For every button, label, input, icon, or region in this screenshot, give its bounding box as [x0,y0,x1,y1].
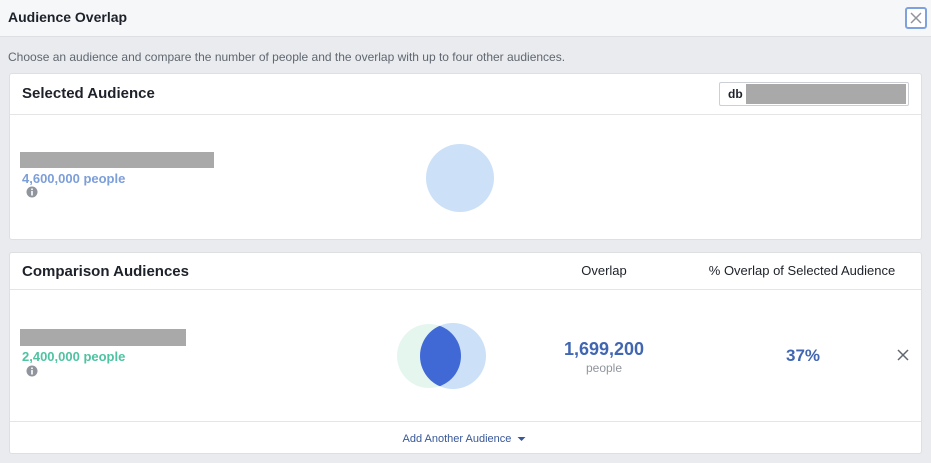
dropdown-arrow [517,437,526,442]
divider [10,421,921,422]
comparison-panel: Comparison Audiences Overlap % Overlap o… [9,252,922,454]
panel-title: Selected Audience [22,85,155,102]
close-button[interactable] [905,7,927,29]
column-header: % Overlap of Selected Audience [708,263,896,278]
overlap-count: 1,699,200 [563,339,645,359]
divider [10,114,921,115]
audience-size: 2,400,000 people [22,349,126,364]
redacted [20,152,214,168]
info-icon[interactable] [26,186,38,198]
description: Choose an audience and compare the numbe… [8,50,566,64]
search-text: db [728,87,743,101]
venn-diagram [397,323,486,389]
info-icon[interactable] [26,365,38,377]
add-audience-button[interactable]: Add Another Audience [403,433,526,445]
redacted [20,329,186,346]
overlap-unit: people [585,361,623,375]
panel-title: Comparison Audiences [22,263,189,280]
audience-circle [426,144,494,212]
column-header: Overlap [581,263,627,278]
audience-search[interactable]: db [719,82,909,106]
remove-button[interactable] [897,349,909,361]
dialog-title: Audience Overlap [8,9,128,25]
audience-size: 4,600,000 people [22,171,126,186]
redacted [746,84,906,104]
header-bar [0,0,931,37]
selected-panel: Selected Audience db 4,600,000 people [9,73,922,240]
divider [10,289,921,290]
overlap-percent: 37% [785,346,821,365]
venn-overlap [420,324,461,388]
button-label: Add Another Audience [402,433,512,445]
